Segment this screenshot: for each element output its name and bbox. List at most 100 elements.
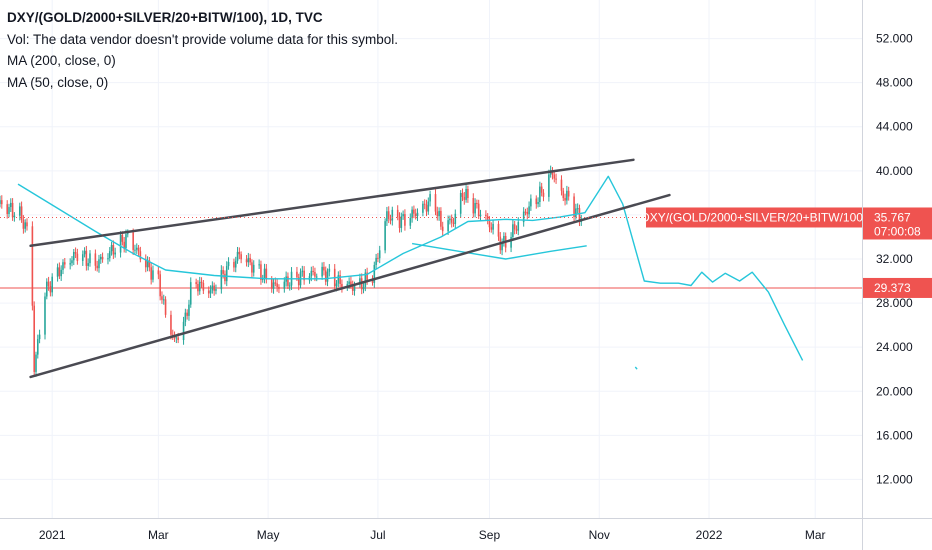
candle-up (56, 267, 59, 277)
candle-down (144, 259, 147, 268)
candle-down (350, 281, 352, 285)
candle-down (404, 214, 406, 226)
candle-up (386, 211, 388, 222)
last-price-tag (863, 207, 932, 240)
moving-average-line (411, 242, 587, 260)
candle-down (251, 262, 253, 273)
legend-title[interactable]: DXY/(GOLD/2000+SILVER/20+BITW/100), 1D, … (7, 10, 323, 25)
candle-down (170, 314, 172, 335)
candle-down (186, 312, 188, 316)
candle-up (537, 201, 539, 205)
trendlines[interactable] (29, 158, 671, 379)
y-tick-label: 52.000 (876, 32, 913, 46)
candle-up (459, 193, 462, 214)
candle-down (323, 266, 325, 271)
candle-down (20, 206, 23, 220)
horizontal-line-tag (863, 277, 932, 298)
x-tick-label: Mar (148, 528, 169, 542)
candle-down (450, 218, 453, 223)
y-tick-label: 32.000 (876, 252, 913, 266)
candle-up (409, 218, 412, 226)
candle-down (150, 267, 152, 280)
candle-down (377, 257, 379, 259)
candle-down (159, 274, 161, 297)
candle-down (413, 209, 415, 214)
candle-down (276, 283, 278, 287)
candle-up (152, 270, 154, 280)
candle-up (236, 251, 239, 261)
candle-up (501, 243, 503, 251)
x-tick-label: May (257, 528, 280, 542)
y-tick-label: 12.000 (876, 472, 913, 486)
last-price-label: 35.767 (874, 210, 911, 224)
candle-up (429, 194, 431, 202)
candle-up (283, 281, 286, 289)
candle-up (400, 216, 403, 228)
legend-ma-50[interactable]: MA (50, close, 0) (7, 74, 109, 90)
candle-up (108, 251, 111, 259)
candle-down (312, 270, 314, 272)
candle-down (564, 198, 566, 201)
candle-down (434, 194, 437, 212)
candle-down (341, 283, 343, 288)
candle-up (110, 245, 113, 252)
candle-up (512, 224, 514, 237)
candle-up (301, 270, 304, 273)
candle-down (560, 179, 563, 191)
candle-down (274, 282, 277, 284)
candle-up (272, 282, 275, 289)
candle-down (573, 196, 575, 217)
candle-up (146, 260, 149, 268)
candle-up (45, 281, 48, 297)
candle-up (209, 290, 212, 294)
candle-down (540, 186, 543, 193)
candle-up (51, 276, 53, 293)
x-tick-label: Nov (589, 528, 610, 542)
candle-down (207, 290, 210, 294)
candle-down (238, 251, 241, 255)
candle-up (99, 256, 102, 260)
candle-down (324, 270, 327, 282)
candle-down (233, 261, 235, 268)
candle-down (222, 270, 224, 274)
candle-down (96, 265, 98, 269)
candle-up (247, 257, 250, 263)
candle-down (74, 252, 77, 254)
candle-down (339, 275, 341, 284)
candle-up (335, 283, 338, 287)
candle-down (148, 260, 151, 268)
candle-down (287, 276, 289, 286)
y-tick-label: 44.000 (876, 120, 913, 134)
legend-ma-200[interactable]: MA (200, close, 0) (7, 53, 116, 68)
candle-down (101, 256, 104, 260)
x-tick-label: Jul (370, 528, 385, 542)
candle-down (200, 281, 203, 283)
candle-down (85, 250, 88, 266)
candle-down (164, 299, 167, 315)
candle-down (137, 247, 140, 252)
x-tick-label: 2022 (696, 528, 723, 542)
candle-down (524, 211, 527, 213)
candle-up (83, 250, 86, 255)
symbol-tag (646, 207, 862, 228)
candle-down (488, 220, 491, 228)
candle-up (548, 174, 550, 197)
horizontal-line-label: 29.373 (874, 281, 911, 295)
candle-up (402, 214, 404, 217)
candle-up (81, 254, 84, 261)
candle-down (11, 202, 14, 218)
candle-down (296, 271, 298, 278)
candle-up (575, 208, 577, 217)
candle-down (58, 267, 61, 277)
candle-up (258, 264, 260, 266)
candle-up (252, 264, 255, 273)
candle-down (389, 218, 392, 221)
candle-up (18, 206, 21, 216)
candle-down (76, 253, 79, 261)
candle-down (6, 204, 8, 215)
candle-down (161, 296, 163, 300)
candle-down (224, 273, 226, 282)
candle-down (477, 203, 480, 217)
price-tags: DXY/(GOLD/2000+SILVER/20+BITW/100) 35.767… (0, 207, 932, 298)
